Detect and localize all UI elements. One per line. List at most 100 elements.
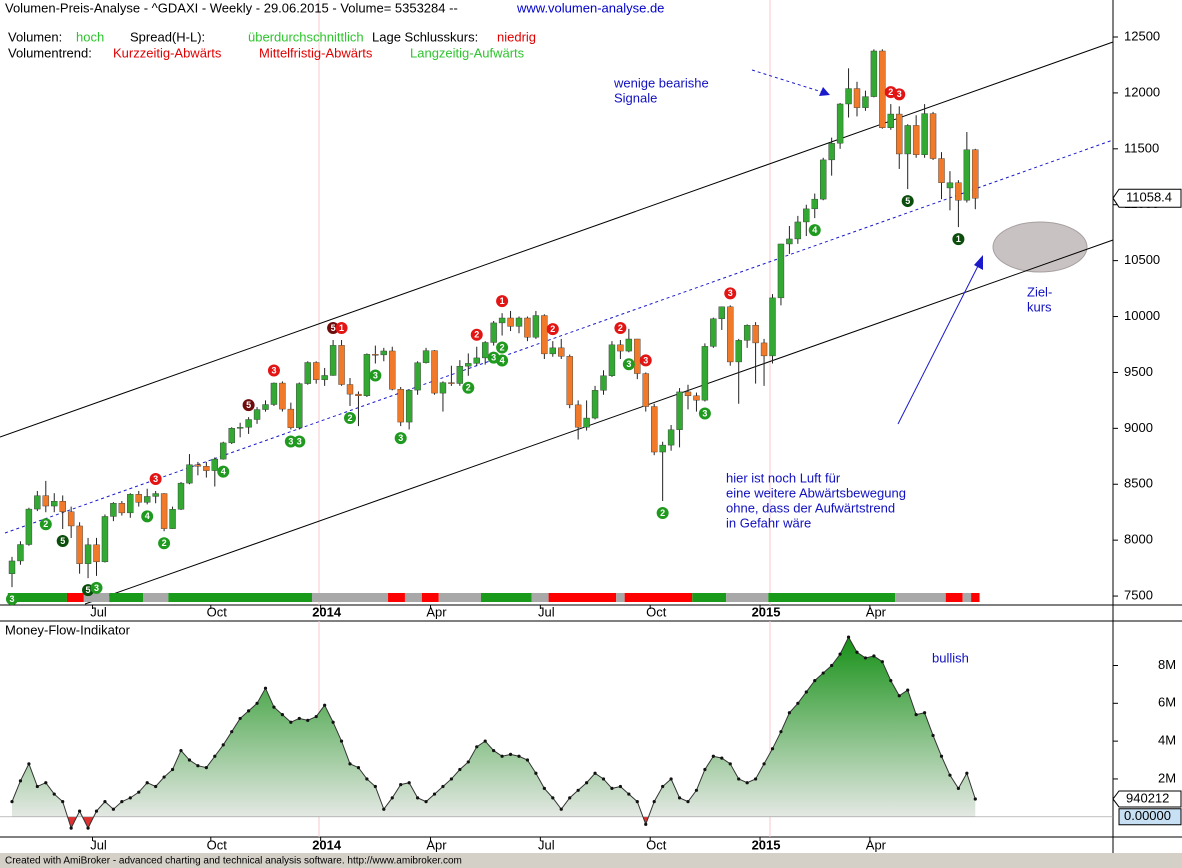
candle-body: [143, 496, 151, 503]
candle-body: [946, 182, 954, 189]
x-tick-label: 2015: [752, 604, 781, 619]
data-point: [576, 788, 580, 792]
signal-label: 2: [474, 330, 479, 340]
candle-body: [160, 493, 168, 529]
candle-body: [625, 338, 633, 352]
candle-body: [304, 362, 311, 384]
signal-badge: [293, 435, 306, 448]
data-point: [306, 718, 310, 722]
data-point: [956, 786, 961, 791]
signal-label: 1: [500, 296, 505, 306]
volume-trend-segment: [66, 593, 84, 602]
footer-bar: [0, 853, 1182, 868]
candle-body: [482, 342, 489, 359]
x-tick-label: Jul: [538, 604, 555, 619]
data-point: [187, 758, 192, 762]
status-value: überdurchschnittlich: [248, 29, 364, 44]
x-tick-label: Jul: [538, 837, 555, 852]
signal-label: 2: [162, 538, 167, 548]
candle-body: [651, 406, 658, 453]
signal-label: 1: [956, 234, 961, 244]
volume-trend-segment: [388, 593, 405, 602]
candle-body: [313, 362, 320, 380]
data-point: [508, 752, 513, 756]
candle-body: [228, 428, 235, 444]
candle-body: [549, 347, 556, 355]
volume-trend-segment: [895, 593, 946, 602]
data-point: [804, 690, 808, 694]
candle-body: [456, 365, 464, 384]
data-point: [137, 790, 141, 794]
data-point: [787, 711, 792, 715]
volume-trend-segment: [83, 593, 110, 602]
signal-badge: [470, 328, 483, 341]
volume-trend-segment: [109, 593, 143, 602]
data-point: [179, 748, 183, 753]
candle-body: [118, 503, 126, 514]
data-point: [196, 764, 200, 768]
candle-body: [507, 317, 514, 327]
signal-label: 3: [728, 288, 733, 298]
signal-label: 3: [398, 433, 403, 443]
candle-body: [760, 342, 768, 357]
signal-label: 3: [626, 359, 631, 369]
x-tick-label: Apr: [426, 604, 447, 619]
volume-trend-segment: [726, 593, 769, 602]
data-point: [111, 807, 115, 811]
signal-badge: [639, 354, 652, 367]
volume-trend-segment: [945, 593, 963, 602]
data-point: [568, 796, 572, 800]
candle-body: [473, 357, 480, 364]
candle-body: [93, 544, 100, 563]
volume-trend-segment: [624, 593, 693, 602]
candle-body: [634, 338, 641, 374]
signal-badge: [149, 472, 162, 485]
data-point: [314, 714, 318, 719]
signal-badge: [952, 233, 965, 246]
data-point: [644, 822, 648, 826]
data-point: [635, 800, 639, 804]
data-point: [973, 797, 977, 801]
data-point: [880, 660, 884, 664]
volume-trend-segment: [143, 593, 169, 602]
volume-trend-segment: [768, 593, 896, 602]
candle-body: [684, 391, 692, 397]
signal-badge: [344, 411, 356, 424]
annotation: kurs: [1027, 299, 1052, 314]
signal-label: 4: [145, 511, 150, 521]
signal-badge: [496, 295, 509, 308]
candle-body: [524, 317, 531, 338]
signal-label: 3: [297, 436, 302, 446]
candle-body: [490, 322, 497, 343]
candle-body: [363, 354, 371, 397]
signal-badge: [394, 432, 407, 445]
data-point: [382, 807, 386, 811]
data-point: [728, 762, 732, 766]
trend-value: Langzeitig-Aufwärts: [410, 45, 525, 60]
x-tick-label: Oct: [207, 604, 228, 619]
candle-body: [879, 50, 886, 128]
signal-label: 3: [897, 89, 902, 99]
candle-body: [803, 208, 810, 223]
candle-body: [769, 297, 776, 357]
header-url[interactable]: www.volumen-analyse.de: [516, 0, 664, 15]
data-point: [821, 671, 825, 675]
y-tick-label: 10500: [1124, 252, 1160, 267]
status-value: hoch: [76, 29, 104, 44]
candle-body: [448, 382, 455, 384]
candle-body: [912, 125, 920, 155]
volume-trend-segment: [548, 593, 617, 602]
data-point: [449, 777, 453, 781]
data-point: [585, 781, 589, 785]
annotation: in Gefahr wäre: [726, 515, 811, 530]
candle-body: [169, 509, 176, 529]
x-tick-label: Oct: [646, 604, 667, 619]
data-point: [128, 796, 132, 800]
signal-label: 3: [153, 474, 158, 484]
signal-badge: [808, 224, 821, 237]
data-point: [27, 762, 31, 766]
x-tick-label: Apr: [866, 604, 887, 619]
arrow-head: [819, 87, 830, 96]
volume-trend-segment: [616, 593, 625, 602]
data-point: [230, 730, 234, 734]
